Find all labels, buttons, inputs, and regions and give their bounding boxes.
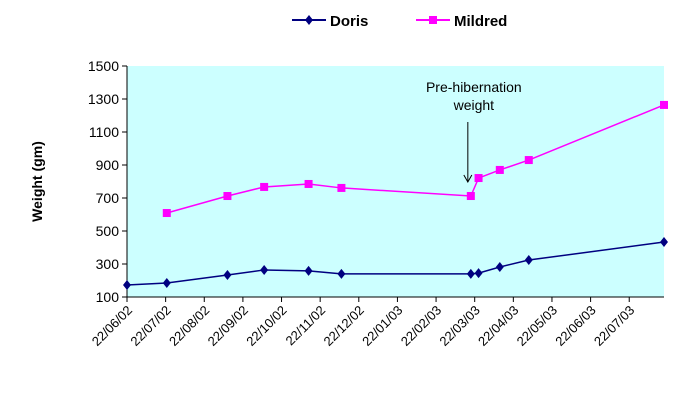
x-tick-label: 22/09/02	[205, 303, 251, 349]
data-point-doris	[223, 270, 232, 281]
data-point-mildred	[495, 165, 504, 174]
legend-label: Mildred	[454, 13, 507, 30]
annotation-arrowhead	[463, 174, 473, 184]
y-tick-label: 1100	[89, 124, 119, 140]
y-tick-label: 300	[96, 256, 120, 272]
x-tick-label: 22/03/03	[436, 303, 482, 349]
y-tick-label: 500	[96, 223, 120, 239]
plot-area	[127, 66, 664, 297]
data-point-mildred	[304, 179, 313, 188]
data-point-doris	[474, 268, 483, 279]
data-point-doris	[524, 255, 533, 266]
series-line-mildred	[166, 104, 665, 214]
x-tick-label: 22/11/02	[283, 303, 329, 349]
x-tick-label: 22/01/03	[359, 303, 405, 349]
x-tick-label: 22/07/03	[591, 303, 637, 349]
data-point-doris	[304, 265, 313, 276]
annotation-text: weight	[453, 97, 495, 113]
x-tick-label: 22/05/03	[514, 303, 560, 349]
y-tick-label: 700	[96, 190, 120, 206]
data-point-mildred	[524, 156, 533, 165]
data-point-mildred	[162, 209, 171, 218]
y-tick-label: 1300	[88, 91, 119, 107]
x-tick-label: 22/07/02	[127, 303, 173, 349]
data-point-mildred	[474, 174, 483, 183]
y-tick-label: 900	[96, 157, 120, 173]
legend-marker-diamond	[305, 15, 313, 25]
x-tick-label: 22/02/03	[398, 303, 444, 349]
legend-marker-square	[429, 16, 437, 24]
x-tick-label: 22/06/02	[89, 303, 135, 349]
x-tick-label: 22/08/02	[166, 303, 212, 349]
data-point-doris	[660, 237, 668, 248]
data-point-doris	[123, 279, 131, 290]
annotation-text: Pre-hibernation	[426, 79, 522, 95]
data-point-doris	[162, 277, 171, 288]
y-tick-label: 1500	[88, 58, 119, 74]
x-tick-label: 22/12/02	[321, 303, 367, 349]
data-point-doris	[337, 268, 346, 279]
data-point-mildred	[260, 182, 269, 191]
data-point-doris	[466, 268, 475, 279]
data-point-mildred	[223, 192, 232, 201]
legend-label: Doris	[330, 13, 368, 30]
x-tick-label: 22/10/02	[243, 303, 289, 349]
x-tick-label: 22/06/03	[552, 303, 598, 349]
y-axis-label: Weight (gm)	[29, 141, 45, 222]
x-tick-label: 22/04/03	[475, 303, 521, 349]
data-point-doris	[260, 264, 269, 275]
data-point-mildred	[466, 192, 475, 201]
data-point-mildred	[337, 183, 346, 192]
data-point-doris	[495, 261, 504, 272]
y-tick-label: 100	[96, 289, 120, 305]
data-point-mildred	[660, 100, 668, 109]
